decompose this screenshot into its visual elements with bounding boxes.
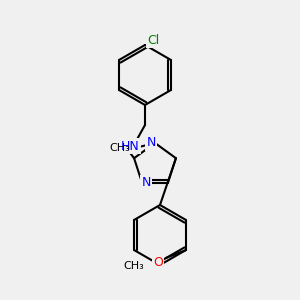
Text: HN: HN <box>121 140 140 152</box>
Text: N: N <box>146 136 156 149</box>
Text: N: N <box>141 176 151 189</box>
Text: O: O <box>153 256 163 268</box>
Text: Cl: Cl <box>147 34 159 46</box>
Text: CH₃: CH₃ <box>123 261 144 271</box>
Text: CH₃: CH₃ <box>109 143 130 153</box>
